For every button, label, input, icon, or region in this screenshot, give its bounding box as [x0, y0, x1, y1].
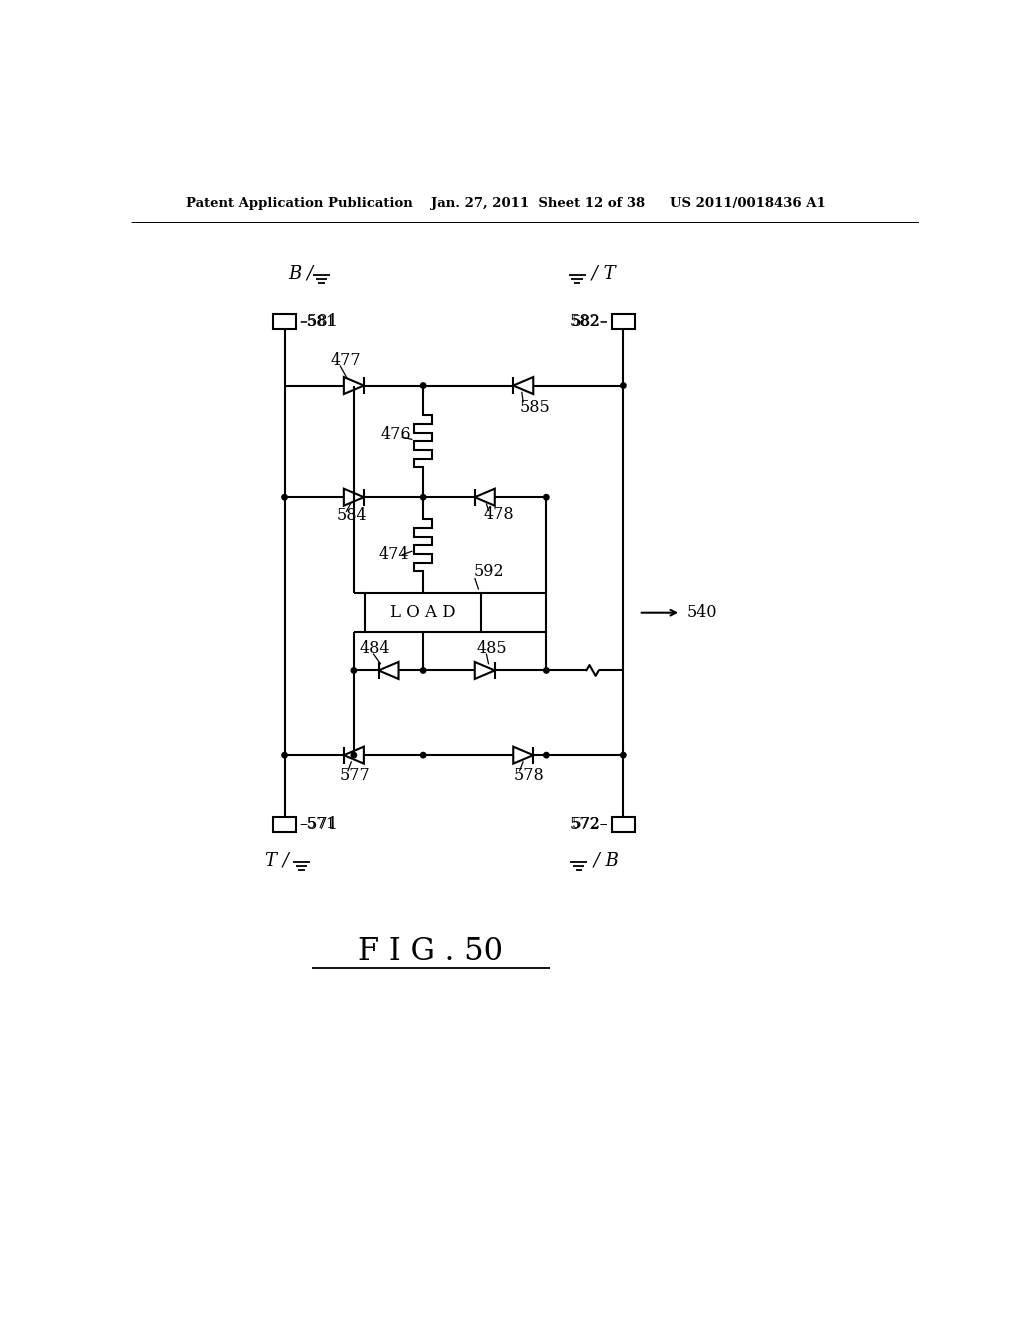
Circle shape — [421, 495, 426, 500]
Bar — [273, 314, 296, 330]
Text: B /: B / — [289, 265, 319, 282]
Text: –571: –571 — [299, 817, 336, 832]
Text: US 2011/0018436 A1: US 2011/0018436 A1 — [670, 197, 825, 210]
Circle shape — [351, 668, 356, 673]
Text: / B: / B — [588, 851, 618, 870]
Circle shape — [544, 752, 549, 758]
Text: F I G . 50: F I G . 50 — [358, 936, 504, 968]
Text: 577: 577 — [340, 767, 371, 784]
Circle shape — [421, 668, 426, 673]
Text: 578: 578 — [514, 767, 545, 784]
Bar — [273, 817, 296, 832]
Text: L O A D: L O A D — [390, 605, 456, 622]
Text: 582–: 582– — [570, 313, 608, 330]
Text: Patent Application Publication: Patent Application Publication — [186, 197, 413, 210]
Text: –581: –581 — [299, 313, 338, 330]
Text: 484: 484 — [359, 640, 390, 657]
Circle shape — [421, 383, 426, 388]
Circle shape — [282, 495, 288, 500]
Text: –581: –581 — [299, 314, 336, 329]
Circle shape — [351, 752, 356, 758]
Text: T /: T / — [265, 851, 295, 870]
Text: / T: / T — [587, 265, 616, 282]
Text: 582–: 582– — [572, 314, 608, 329]
Text: Jan. 27, 2011  Sheet 12 of 38: Jan. 27, 2011 Sheet 12 of 38 — [431, 197, 645, 210]
Text: 584: 584 — [337, 507, 368, 524]
Text: 572–: 572– — [570, 816, 608, 833]
Text: 540: 540 — [686, 605, 717, 622]
Text: 478: 478 — [483, 506, 514, 523]
Text: 477: 477 — [331, 352, 361, 370]
Bar — [611, 314, 635, 330]
Text: 585: 585 — [519, 399, 550, 416]
Text: 476: 476 — [381, 425, 412, 442]
Circle shape — [282, 752, 288, 758]
Text: 474: 474 — [379, 546, 409, 564]
Circle shape — [544, 495, 549, 500]
Text: 592: 592 — [473, 564, 504, 581]
Circle shape — [544, 668, 549, 673]
Circle shape — [421, 752, 426, 758]
Circle shape — [621, 383, 626, 388]
Text: 572–: 572– — [572, 817, 608, 832]
Bar — [366, 594, 481, 632]
Circle shape — [621, 752, 626, 758]
Bar — [611, 817, 635, 832]
Text: 485: 485 — [477, 640, 508, 657]
Text: –571: –571 — [299, 816, 338, 833]
